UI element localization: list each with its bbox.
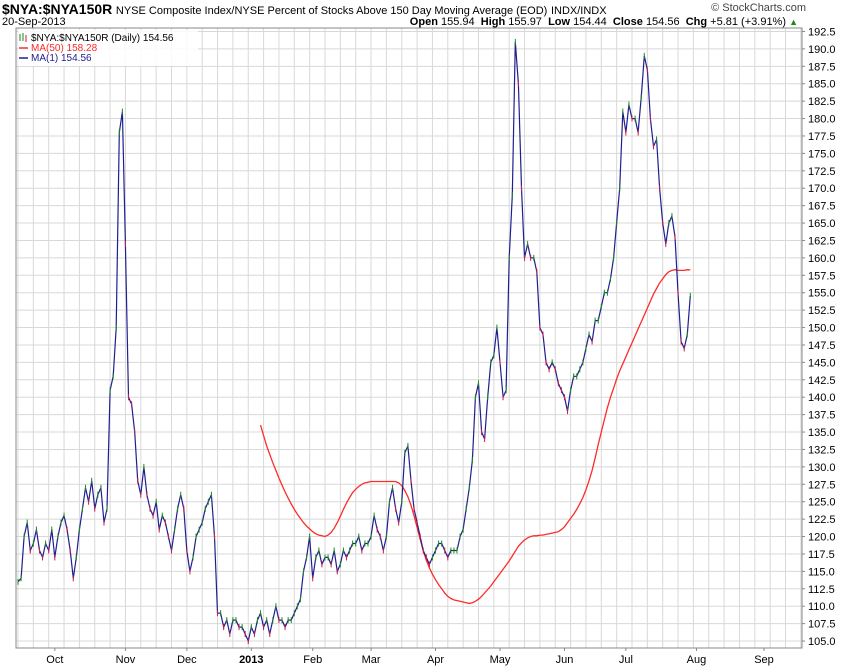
- x-tick-label: Feb: [303, 654, 322, 666]
- close-label: Close: [612, 16, 643, 28]
- y-tick-label: 112.5: [808, 584, 835, 596]
- chart-header-title: $NYA:$NYA150R NYSE Composite Index/NYSE …: [2, 1, 607, 17]
- grid-lines: [16, 28, 802, 648]
- x-tick-label: May: [490, 654, 511, 666]
- open-label: Open: [409, 16, 438, 28]
- chart-legend: $NYA:$NYA150R (Daily) 154.56 MA(50) 158.…: [18, 30, 198, 66]
- y-tick-label: 132.5: [808, 444, 836, 456]
- y-tick-label: 182.5: [808, 96, 836, 108]
- plot-area-border: [15, 27, 803, 649]
- y-tick-label: 172.5: [808, 166, 836, 178]
- x-tick-label: Apr: [427, 654, 444, 666]
- y-tick-label: 165.0: [808, 218, 836, 230]
- legend-price-label: $NYA:$NYA150R (Daily) 154.56: [31, 33, 174, 44]
- x-tick-label: Sep: [754, 654, 774, 666]
- chg-up-arrow-icon: ▲: [789, 17, 798, 27]
- y-tick-label: 145.0: [808, 357, 836, 369]
- y-tick-label: 127.5: [808, 479, 836, 491]
- y-tick-label: 150.0: [808, 323, 836, 335]
- x-tick-label: Oct: [46, 654, 63, 666]
- legend-price-icon: [19, 33, 27, 42]
- y-tick-label: 177.5: [808, 131, 836, 143]
- y-tick-label: 137.5: [808, 410, 836, 422]
- y-tick-label: 122.5: [808, 514, 836, 526]
- ticker-symbol: $NYA:$NYA150R: [2, 1, 113, 17]
- chg-label: Chg: [685, 16, 708, 28]
- price-tick-marks: [17, 38, 691, 645]
- y-tick-label: 180.0: [808, 114, 836, 126]
- y-tick-label: 120.0: [808, 532, 836, 544]
- y-tick-label: 105.0: [808, 636, 836, 648]
- ma50-series: [259, 269, 691, 605]
- y-tick-label: 175.0: [808, 148, 836, 160]
- y-tick-label: 115.0: [808, 566, 835, 578]
- y-tick-label: 170.0: [808, 183, 836, 195]
- low-value: 154.44: [573, 16, 607, 28]
- exchange-label: INDX/INDX: [550, 5, 607, 17]
- y-tick-label: 142.5: [808, 375, 836, 387]
- x-tick-label: Dec: [177, 654, 197, 666]
- y-tick-label: 130.0: [808, 462, 836, 474]
- y-axis: 105.0 107.5 110.0 112.5 115.0 117.5 120.0 122.5…: [802, 26, 836, 648]
- high-value: 155.97: [508, 16, 542, 28]
- y-tick-label: 190.0: [808, 44, 836, 56]
- price-line: [17, 41, 691, 643]
- low-label: Low: [548, 16, 571, 28]
- high-label: High: [480, 16, 506, 28]
- y-tick-label: 167.5: [808, 201, 836, 213]
- ohlc-summary: Open 155.94 High 155.97 Low 154.44 Close…: [410, 16, 798, 28]
- x-tick-label: 2013: [239, 654, 263, 666]
- y-tick-label: 125.0: [808, 497, 836, 509]
- ticker-description: NYSE Composite Index/NYSE Percent of Sto…: [115, 5, 548, 17]
- y-tick-label: 147.5: [808, 340, 836, 352]
- x-axis: Oct Nov Dec 2013 Feb Mar Apr May Jun Jul Aug Sep: [46, 648, 774, 666]
- y-tick-label: 162.5: [808, 235, 836, 247]
- stockcharts-watermark: © StockCharts.com: [711, 2, 806, 14]
- open-value: 155.94: [440, 16, 475, 28]
- y-tick-label: 192.5: [808, 26, 836, 38]
- y-tick-label: 155.0: [808, 288, 836, 300]
- chart-date: 20-Sep-2013: [2, 16, 66, 28]
- chg-value: +5.81 (+3.91%): [710, 16, 787, 28]
- x-tick-label: Jul: [619, 654, 633, 666]
- x-tick-label: Aug: [687, 654, 707, 666]
- x-tick-label: Mar: [362, 654, 381, 666]
- y-tick-label: 160.0: [808, 253, 836, 265]
- y-tick-label: 117.5: [808, 549, 835, 561]
- x-tick-label: Jun: [556, 654, 574, 666]
- y-tick-label: 157.5: [808, 270, 836, 282]
- y-tick-label: 107.5: [808, 619, 836, 631]
- legend-ma1-label: MA(1) 154.56: [31, 53, 92, 64]
- legend-ma50-label: MA(50) 158.28: [31, 43, 98, 54]
- price-series: [17, 41, 691, 643]
- y-tick-label: 187.5: [808, 61, 836, 73]
- y-tick-label: 110.0: [808, 601, 835, 613]
- y-tick-label: 140.0: [808, 392, 836, 404]
- y-tick-label: 135.0: [808, 427, 836, 439]
- x-tick-label: Nov: [116, 654, 136, 666]
- close-value: 154.56: [645, 16, 680, 28]
- y-tick-label: 185.0: [808, 79, 836, 91]
- ma50-line: [259, 269, 691, 605]
- y-tick-label: 152.5: [808, 305, 836, 317]
